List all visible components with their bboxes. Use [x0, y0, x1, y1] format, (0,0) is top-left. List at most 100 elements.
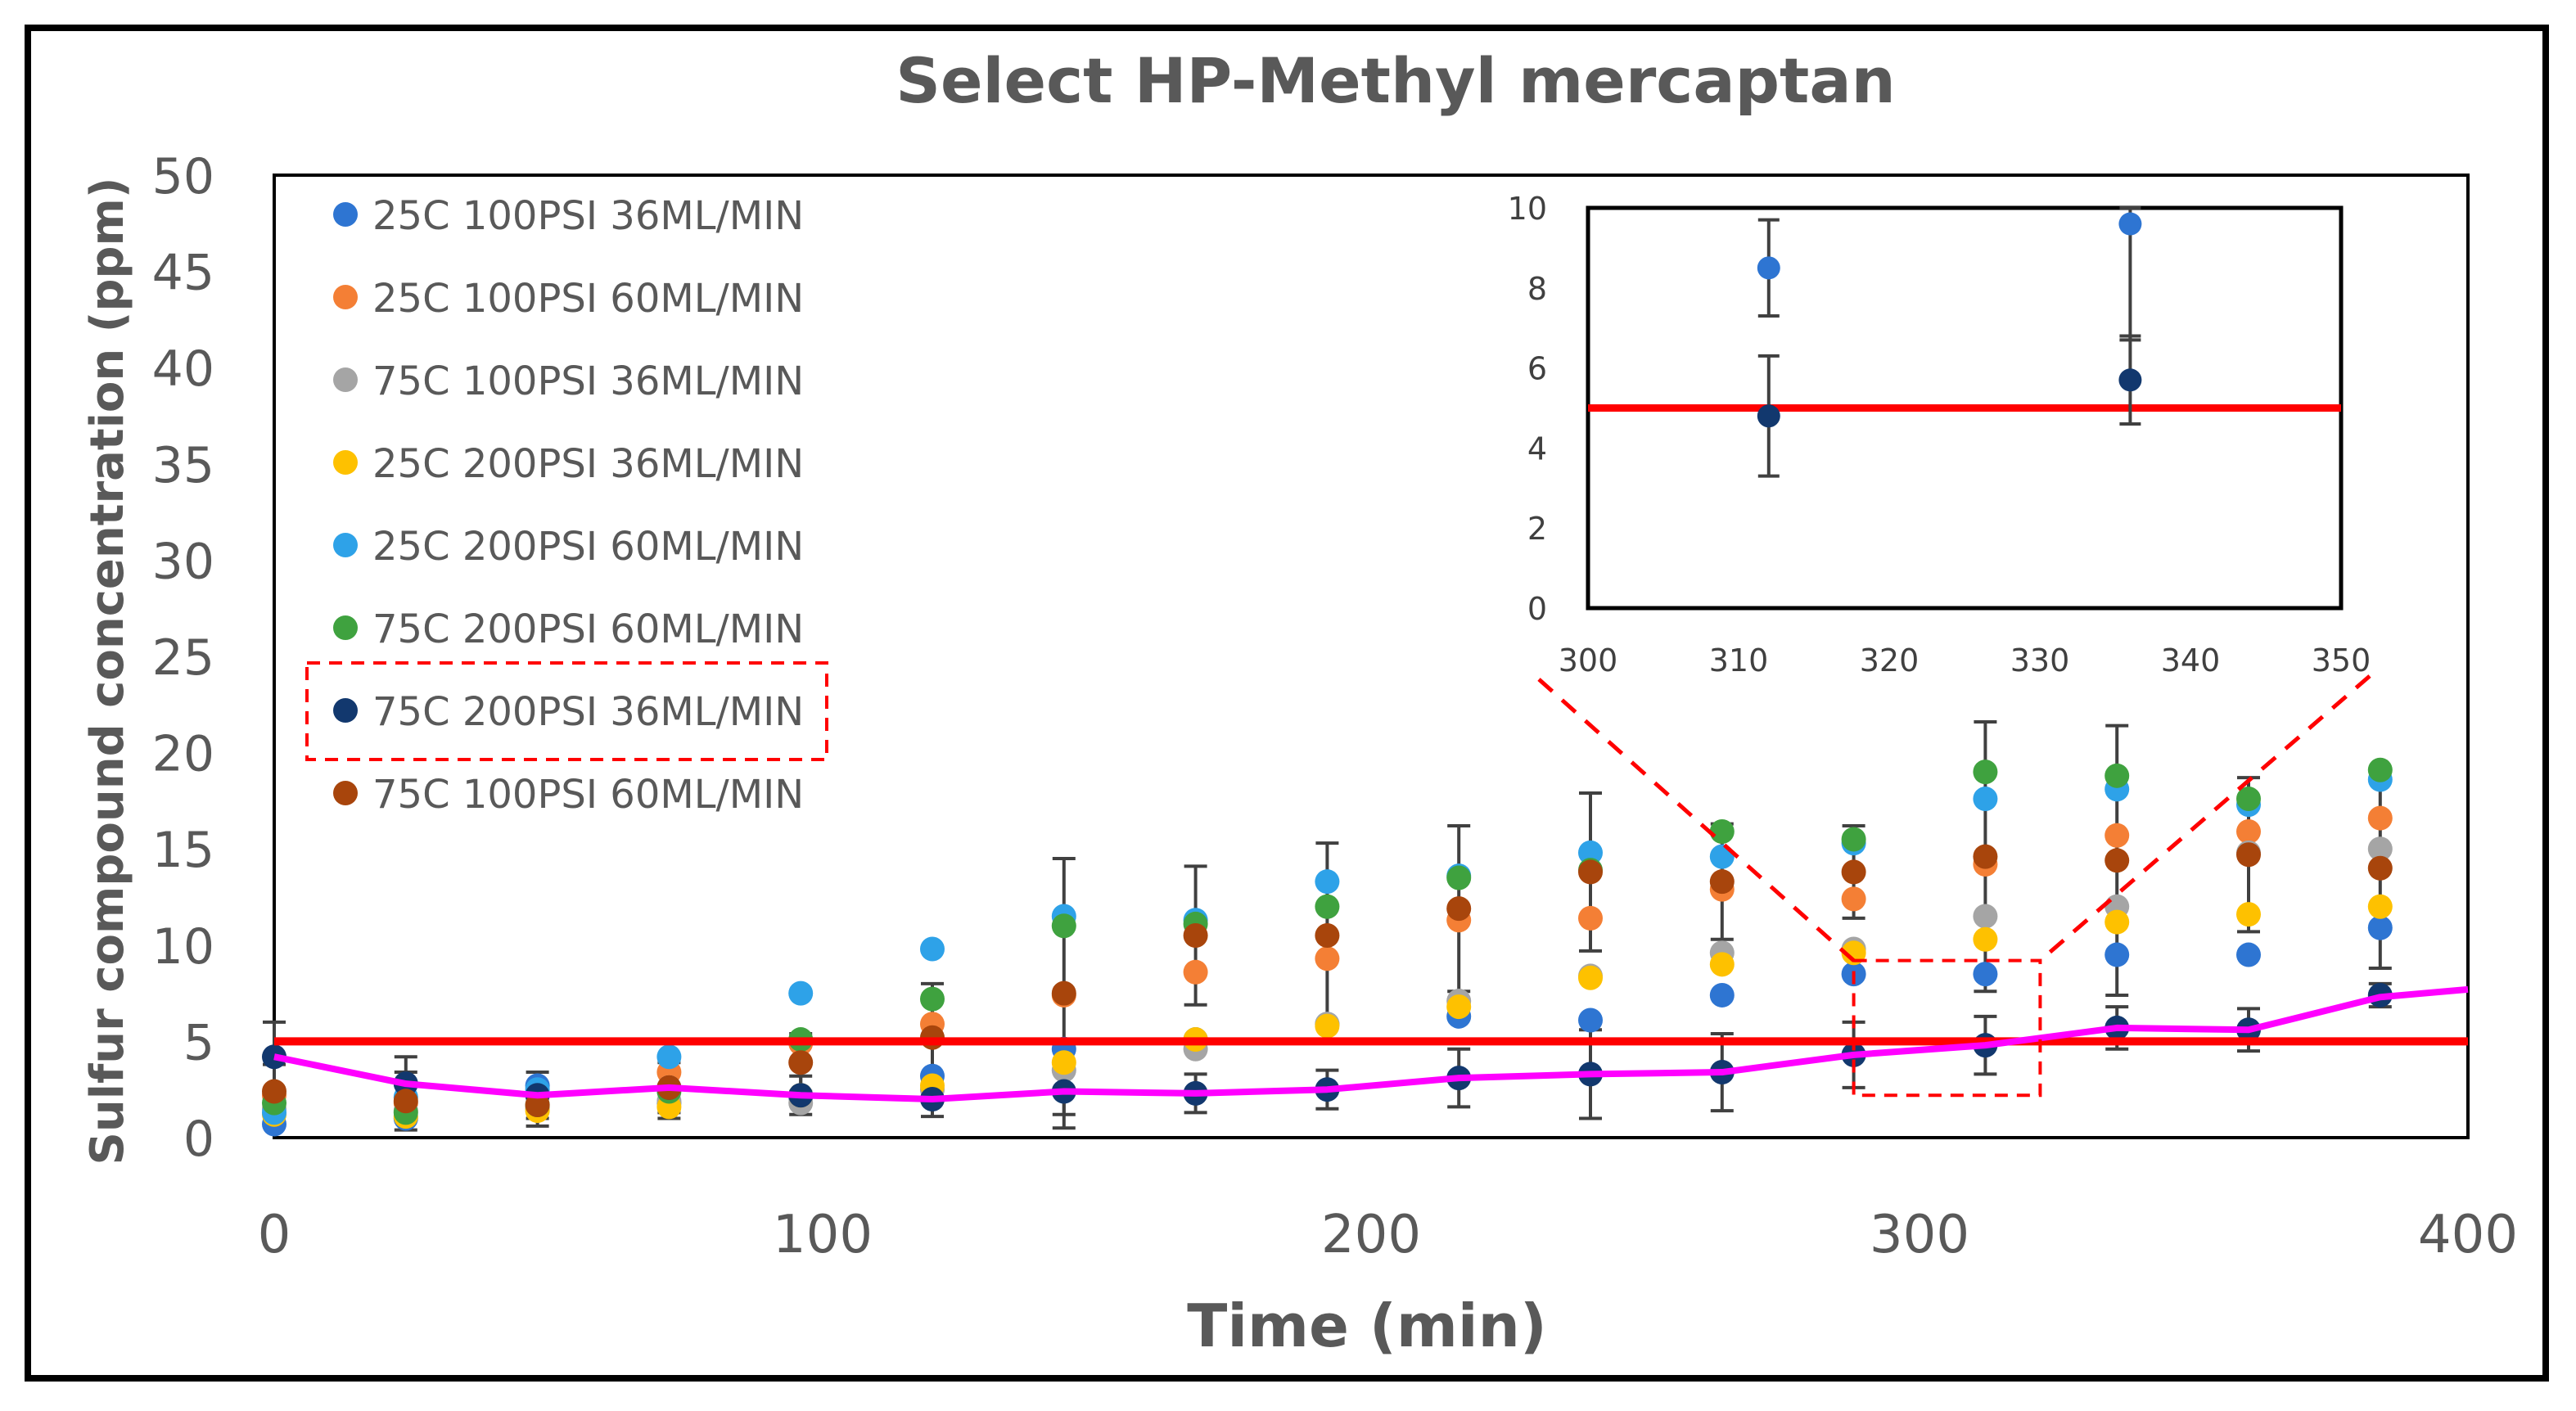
inset-y-tick-label: 4	[1527, 431, 1547, 467]
data-point	[1051, 913, 1076, 939]
data-point	[1841, 886, 1866, 912]
x-axis-label: Time (min)	[1187, 1292, 1547, 1360]
data-point	[525, 1093, 550, 1118]
data-point	[1446, 994, 1472, 1020]
x-tick-label: 400	[2418, 1205, 2518, 1265]
data-point	[1709, 982, 1735, 1008]
legend-marker	[333, 615, 358, 640]
data-point	[2105, 823, 2130, 848]
data-point	[1841, 827, 1866, 852]
data-point	[1578, 905, 1603, 931]
legend-label: 75C 200PSI 60ML/MIN	[372, 606, 804, 652]
data-point	[1709, 952, 1735, 977]
y-tick-label: 30	[152, 533, 214, 590]
inset-y-tick-label: 6	[1527, 351, 1547, 387]
data-point	[2236, 787, 2261, 812]
inset-x-tick-label: 330	[2010, 642, 2070, 678]
inset-data-point	[1757, 404, 1780, 428]
data-point	[2236, 902, 2261, 927]
legend-marker	[333, 450, 358, 475]
legend-label: 25C 100PSI 36ML/MIN	[372, 193, 804, 239]
y-tick-label: 50	[152, 148, 214, 205]
data-point	[920, 936, 945, 962]
y-tick-label: 20	[152, 726, 214, 783]
legend-label: 25C 200PSI 60ML/MIN	[372, 524, 804, 570]
y-tick-label: 45	[152, 245, 214, 302]
inset-x-tick-label: 340	[2161, 642, 2221, 678]
data-point	[1973, 760, 1998, 785]
inset-x-tick-label: 320	[1860, 642, 1920, 678]
data-point	[1973, 787, 1998, 812]
data-point	[656, 1044, 682, 1070]
data-point	[1315, 946, 1340, 971]
data-point	[1973, 844, 1998, 869]
legend-label: 75C 200PSI 36ML/MIN	[372, 689, 804, 735]
legend-highlight-box	[305, 661, 828, 761]
inset-y-tick-label: 8	[1527, 271, 1547, 307]
data-point	[2105, 942, 2130, 967]
inset-y-tick-label: 2	[1527, 511, 1547, 547]
y-tick-label: 15	[152, 822, 214, 879]
legend-label: 75C 100PSI 60ML/MIN	[372, 772, 804, 818]
x-tick-label: 100	[773, 1205, 873, 1265]
data-point	[1183, 923, 1208, 949]
data-point	[2236, 819, 2261, 845]
trend-line	[273, 985, 2469, 1102]
data-point	[2367, 805, 2393, 831]
zoom-connector	[1537, 678, 1856, 962]
data-point	[1841, 859, 1866, 885]
legend-marker	[333, 533, 358, 557]
legend-marker	[333, 202, 358, 227]
data-point	[1973, 926, 1998, 952]
data-point	[1709, 819, 1735, 845]
data-point	[393, 1089, 418, 1114]
data-point	[2105, 848, 2130, 873]
y-tick-label: 35	[152, 437, 214, 494]
data-point	[1315, 869, 1340, 895]
data-point	[1315, 923, 1340, 949]
data-point	[1578, 840, 1603, 865]
legend-label: 25C 100PSI 60ML/MIN	[372, 276, 804, 322]
data-point	[1051, 1050, 1076, 1075]
data-point	[1051, 980, 1076, 1006]
data-point	[2367, 855, 2393, 881]
data-point	[1973, 904, 1998, 929]
chart-title: Select HP-Methyl mercaptan	[896, 44, 1896, 117]
data-point	[788, 1050, 814, 1075]
data-point	[1315, 894, 1340, 919]
zoom-region	[1852, 958, 2042, 1098]
y-tick-label: 0	[183, 1111, 214, 1168]
data-point	[2367, 757, 2393, 782]
legend-marker	[333, 781, 358, 805]
x-tick-label: 0	[258, 1205, 291, 1265]
y-tick-label: 40	[152, 340, 214, 398]
data-point	[2105, 909, 2130, 935]
inset-x-tick-label: 300	[1559, 642, 1618, 678]
inset-x-tick-label: 310	[1709, 642, 1769, 678]
data-point	[2367, 915, 2393, 940]
data-point	[788, 980, 814, 1006]
x-tick-label: 200	[1321, 1205, 1421, 1265]
inset-data-point	[1757, 256, 1780, 280]
data-point	[1973, 962, 1998, 987]
zoom-connector	[2038, 674, 2371, 962]
legend-marker	[333, 698, 358, 723]
data-point	[1446, 896, 1472, 922]
inset-y-tick-label: 0	[1527, 591, 1547, 627]
data-point	[2105, 763, 2130, 788]
data-point	[920, 986, 945, 1012]
data-point	[1709, 869, 1735, 895]
data-point	[1315, 1013, 1340, 1039]
data-point	[1446, 865, 1472, 890]
data-point	[2367, 894, 2393, 919]
data-point	[1183, 959, 1208, 985]
data-point	[1578, 859, 1603, 885]
data-point	[2236, 942, 2261, 967]
inset-y-tick-label: 10	[1508, 191, 1547, 227]
legend-marker	[333, 285, 358, 309]
legend-marker	[333, 367, 358, 392]
x-tick-label: 300	[1870, 1205, 1969, 1265]
y-tick-label: 10	[152, 918, 214, 976]
